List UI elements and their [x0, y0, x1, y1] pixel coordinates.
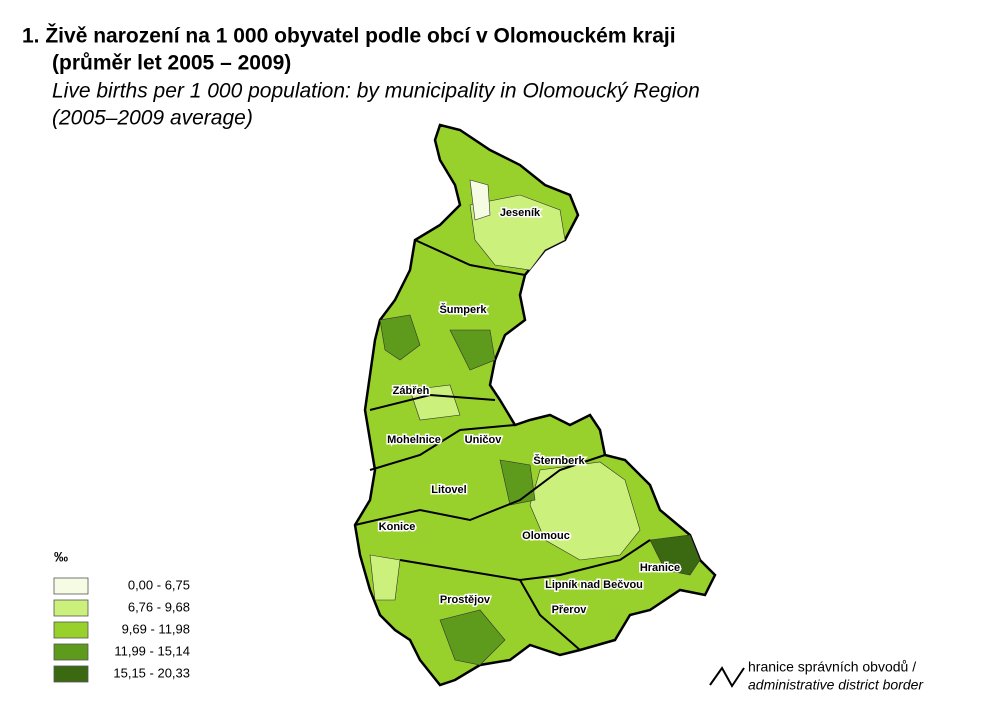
border-note-en: administrative district border [748, 677, 924, 693]
title-en-2: (2005–2009 average) [52, 107, 253, 130]
border-sample [709, 666, 745, 688]
town-label: Mohelnice [387, 434, 441, 446]
legend-swatch [53, 621, 89, 639]
town-label: Hranice [640, 562, 680, 574]
area [649, 534, 701, 576]
border-note-cs: hranice správních obvodů / [748, 659, 916, 675]
area [379, 314, 421, 361]
district-border [414, 239, 526, 276]
area [449, 329, 496, 371]
area [369, 554, 401, 601]
town-label: Olomouc [522, 530, 570, 542]
area [469, 194, 566, 271]
district-border [354, 454, 606, 526]
district-border [399, 539, 651, 582]
legend-label: 0,00 - 6,75 [128, 577, 190, 592]
town-label: Litovel [431, 484, 466, 496]
area [499, 459, 536, 506]
legend-label: 11,99 - 15,14 [114, 643, 190, 658]
area [409, 384, 461, 421]
title-cs: 1. Živě narození na 1 000 obyvatel podle… [22, 24, 676, 48]
legend-swatch [53, 643, 89, 661]
area [439, 609, 506, 666]
district-border [369, 393, 496, 411]
town-label: Přerov [552, 604, 588, 616]
district-border [369, 424, 516, 471]
legend-swatch [53, 665, 89, 683]
town-label: Jeseník [500, 207, 541, 219]
region-map [353, 123, 717, 687]
town-label: Uničov [465, 434, 503, 446]
town-label: Šternberk [533, 454, 585, 467]
town-label: Konice [379, 521, 416, 533]
legend-label: 9,69 - 11,98 [122, 621, 190, 636]
title-cs-2: (průměr let 2005 – 2009) [52, 52, 291, 75]
town-label: Lipník nad Bečvou [545, 579, 643, 591]
town-label: Zábřeh [393, 385, 430, 397]
legend-swatch [53, 577, 89, 595]
legend-unit: ‰ [54, 549, 68, 565]
area [529, 461, 641, 561]
legend-swatch [53, 599, 89, 617]
area [469, 179, 491, 221]
legend-label: 6,76 - 9,68 [128, 599, 190, 614]
district-border [519, 579, 581, 651]
town-label: Prostějov [440, 594, 491, 606]
legend-label: 15,15 - 20,33 [113, 665, 190, 680]
town-label: Šumperk [439, 303, 487, 316]
title-en: Live births per 1 000 population: by mun… [52, 80, 700, 103]
